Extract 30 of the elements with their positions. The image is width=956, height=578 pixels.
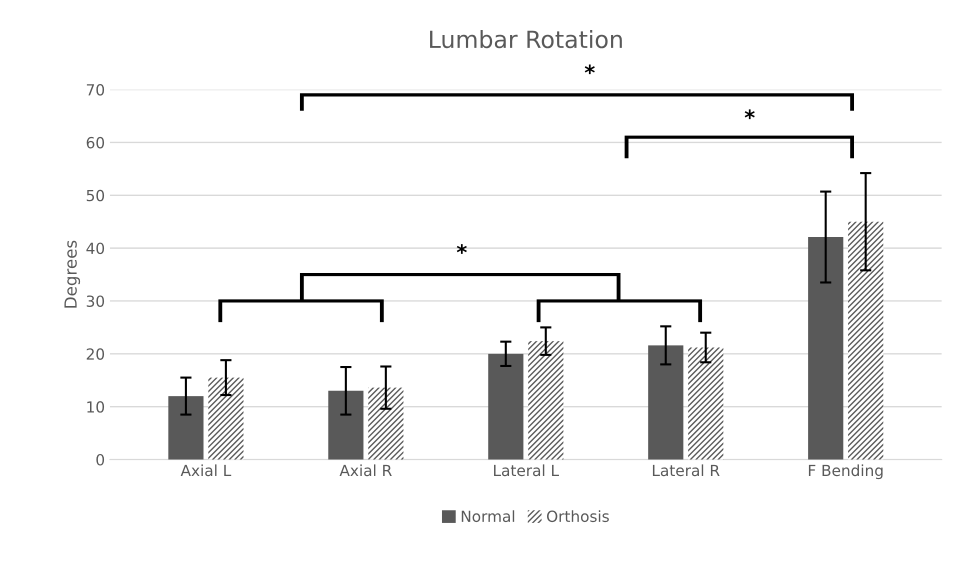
y-tick-label: 50 <box>86 190 104 202</box>
x-tick-label: Axial R <box>340 464 392 476</box>
bar <box>328 390 364 460</box>
y-tick-label: 10 <box>87 401 104 413</box>
bar <box>648 345 684 460</box>
y-tick-label: 60 <box>86 136 104 148</box>
bar <box>368 388 404 460</box>
annotation: * <box>744 109 755 120</box>
annotation: * <box>456 244 467 254</box>
y-tick-label: 40 <box>86 242 104 254</box>
bar <box>528 341 564 460</box>
x-tick-label: Axial L <box>180 464 232 476</box>
bar <box>168 396 204 460</box>
legend-label: Orthosis <box>546 510 609 522</box>
y-tick-label: 20 <box>86 348 104 360</box>
y-tick-label: 70 <box>86 84 104 96</box>
text: * <box>584 64 595 74</box>
chart-title: Lumbar Rotation <box>430 30 622 48</box>
bar <box>688 347 724 460</box>
y-axis-title: Degrees <box>64 240 80 308</box>
x-tick-label: F Bending <box>808 464 883 480</box>
bar <box>208 378 244 460</box>
x-tick-label: Lateral R <box>652 464 720 476</box>
bar <box>848 222 884 460</box>
x-tick-label: Lateral L <box>494 464 559 476</box>
y-tick-label: 30 <box>86 295 104 307</box>
bar <box>488 354 524 460</box>
legend-label: Normal <box>462 510 514 522</box>
bar <box>808 237 844 460</box>
y-tick-label: 0 <box>96 454 104 466</box>
